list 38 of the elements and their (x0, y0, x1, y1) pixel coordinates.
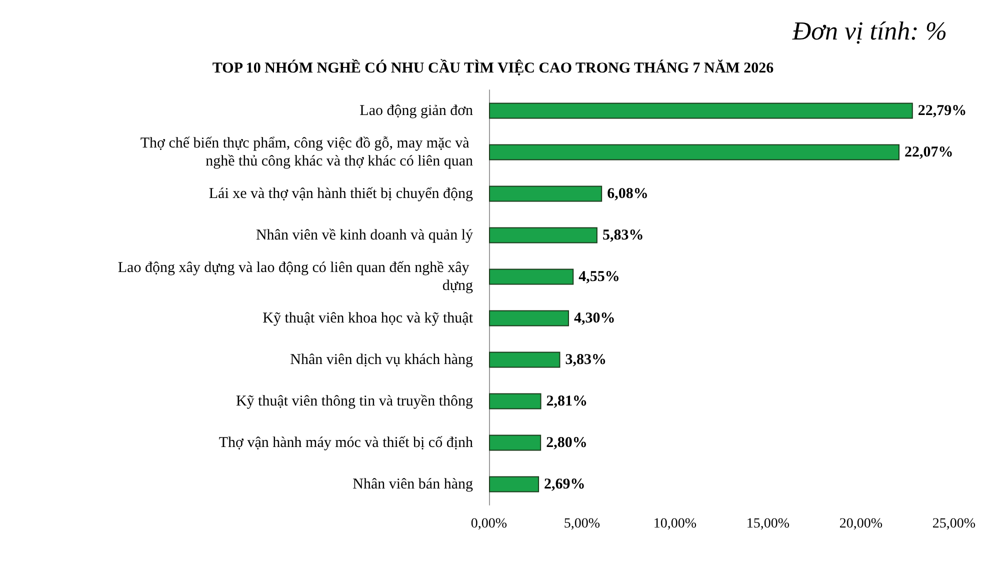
y-tick-label: Kỹ thuật viên thông tin và truyền thông (236, 393, 474, 410)
bar (489, 186, 602, 202)
y-tick-label: Lao động xây dựng và lao động có liên quan đến nghề xây dựng (118, 260, 474, 294)
data-label: 5,83% (602, 227, 644, 244)
x-tick-label: 20,00% (839, 516, 883, 532)
x-tick-label: 5,00% (564, 516, 600, 532)
data-label: 2,69% (544, 476, 586, 492)
bar (489, 393, 542, 410)
bar (489, 310, 569, 326)
y-tick-label: Nhân viên dịch vụ khách hàng (290, 352, 474, 368)
bar (489, 476, 540, 492)
bar (489, 227, 598, 244)
y-tick-label: Lái xe và thợ vận hành thiết bị chuyển động (208, 186, 474, 202)
bar (489, 434, 542, 451)
data-label: 6,08% (607, 186, 648, 202)
data-label: 22,79% (918, 102, 967, 119)
bar (489, 144, 900, 160)
x-tick-label: 0,00% (470, 516, 508, 532)
data-label: 2,80% (546, 434, 588, 451)
data-label: 2,81% (546, 393, 588, 410)
x-tick-label: 10,00% (653, 516, 697, 532)
bar (489, 352, 560, 368)
data-label: 4,55% (578, 268, 620, 285)
text: Đơn vị tính: % (791, 16, 948, 46)
x-tick-label: 25,00% (932, 516, 976, 532)
data-label: 3,83% (565, 352, 606, 368)
data-label: 4,30% (574, 310, 616, 326)
data-label: 22,07% (904, 144, 954, 160)
bar (489, 102, 913, 119)
x-tick-label: 15,00% (746, 516, 790, 532)
y-tick-label: Nhân viên về kinh doanh và quản lý (256, 227, 474, 244)
bar (489, 268, 574, 285)
y-tick-label: Thợ vận hành máy móc và thiết bị cố định (218, 434, 474, 451)
y-tick-label: Thợ chế biến thực phẩm, công việc đồ gỗ, may mặc và nghề thủ công khác và thợ khác có liên quan (140, 135, 474, 170)
y-tick-label: Nhân viên bán hàng (352, 476, 474, 492)
y-tick-label: Lao động giản đơn (360, 102, 474, 119)
chart-title: TOP 10 NHÓM NGHỀ CÓ NHU CẦU TÌM VIỆC CAO TRONG THÁNG 7 NĂM 2026 (212, 58, 774, 76)
y-tick-label: Kỹ thuật viên khoa học và kỹ thuật (262, 310, 474, 326)
